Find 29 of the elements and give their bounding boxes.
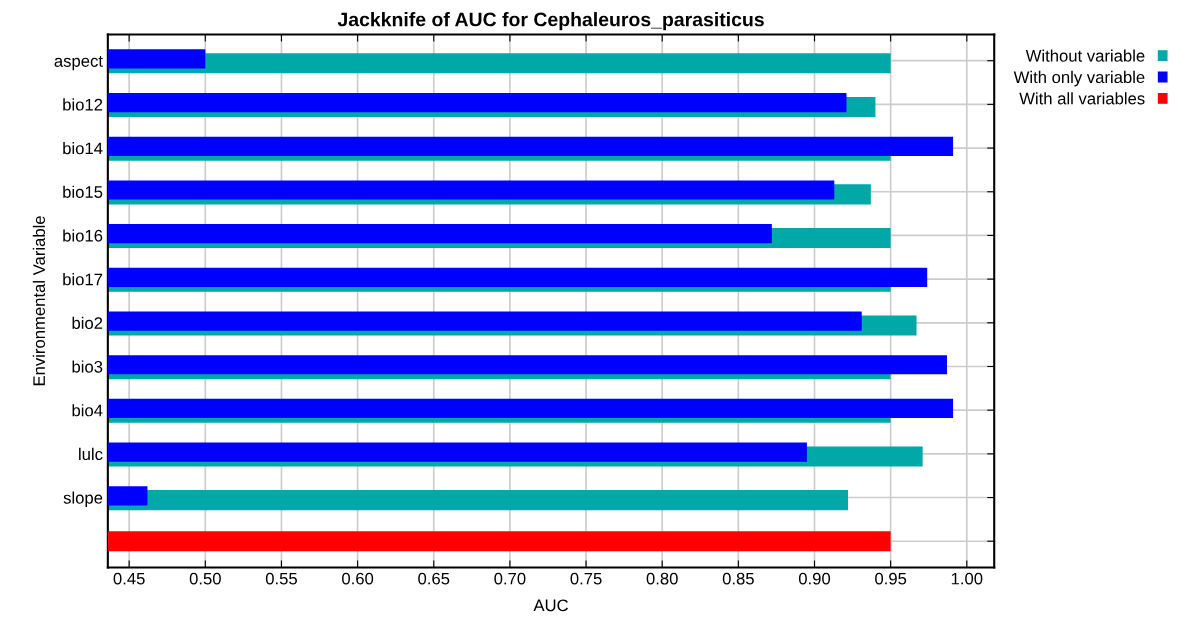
x-tick-label: 0.60 <box>342 572 374 585</box>
x-tick-label: 0.70 <box>494 572 526 585</box>
y-tick-label: aspect <box>54 55 103 71</box>
y-tick-label: lulc <box>79 447 103 461</box>
y-tick-label: bio12 <box>63 98 103 111</box>
x-tick-label: 0.75 <box>570 572 602 585</box>
y-tick-label: bio16 <box>63 229 103 242</box>
x-tick-label: 1.00 <box>951 572 983 585</box>
chart-title: Jackknife of AUC for Cephaleuros_parasiticus <box>337 12 764 31</box>
x-tick-label: 0.45 <box>113 572 145 585</box>
x-tick-label: 0.90 <box>798 572 831 585</box>
legend-label: Without variable <box>1025 49 1145 62</box>
y-tick-label: bio14 <box>63 142 103 155</box>
x-tick-label: 0.95 <box>875 572 907 585</box>
x-tick-label: 0.85 <box>722 572 754 585</box>
x-tick-label: 0.65 <box>418 572 450 585</box>
y-tick-label: bio3 <box>72 360 103 373</box>
y-tick-label: bio2 <box>72 316 103 330</box>
x-tick-label: 0.55 <box>265 572 297 585</box>
y-tick-label: bio17 <box>63 273 103 286</box>
y-tick-label: bio15 <box>63 185 103 198</box>
y-tick-label: bio4 <box>72 404 103 417</box>
x-tick-label: 0.50 <box>189 572 221 585</box>
legend-label: With only variable <box>1013 70 1145 87</box>
x-axis-title: AUC <box>533 599 568 612</box>
x-tick-label: 0.80 <box>646 572 678 585</box>
y-tick-label: slope <box>63 491 103 508</box>
legend-label: With all variables <box>1019 92 1145 105</box>
y-axis-title: Environmental Variable <box>32 216 46 386</box>
